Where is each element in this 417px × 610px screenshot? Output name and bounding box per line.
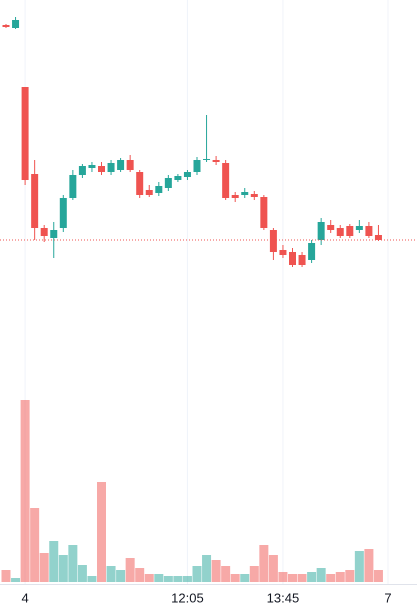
candle-body xyxy=(336,228,344,236)
candle-body xyxy=(222,163,230,198)
candle-body xyxy=(136,172,144,195)
volume-bar xyxy=(39,553,49,582)
candle-body xyxy=(98,166,105,172)
volume-bar xyxy=(163,576,173,582)
volume-bar xyxy=(278,572,288,582)
candle-body xyxy=(69,175,77,198)
candle-body xyxy=(374,235,382,240)
volume-bar xyxy=(230,574,240,582)
candle-body xyxy=(59,198,67,228)
candle-body xyxy=(308,243,316,260)
volume-bar xyxy=(106,566,116,582)
volume-bar xyxy=(87,576,97,582)
volume-bar xyxy=(68,545,78,582)
volume-bar xyxy=(1,570,11,582)
candle-body xyxy=(346,226,354,236)
volume-bar xyxy=(144,574,154,582)
volume-bar xyxy=(307,572,317,582)
volume-bar xyxy=(316,568,326,582)
volume-bar xyxy=(154,574,164,582)
candle-body xyxy=(203,159,211,160)
candle-body xyxy=(193,160,201,172)
volume-bar xyxy=(135,568,145,582)
volume-bar xyxy=(211,560,221,582)
volume-bar xyxy=(125,558,135,582)
candle-body xyxy=(40,228,48,236)
volume-bar xyxy=(192,566,202,582)
volume-bar xyxy=(77,565,87,582)
candle-body xyxy=(174,176,182,180)
candle-body xyxy=(107,163,115,172)
volume-bar xyxy=(58,555,68,582)
volume-bar xyxy=(354,551,364,582)
volume-bar xyxy=(259,545,269,582)
x-tick-label: 12:05 xyxy=(171,590,204,605)
volume-bar xyxy=(20,400,30,582)
candle-body xyxy=(126,160,134,170)
x-tick-label: 13:45 xyxy=(267,590,300,605)
candle-body xyxy=(365,226,373,236)
volume-bar xyxy=(364,549,374,582)
candle-body xyxy=(289,252,296,265)
candle-body xyxy=(88,165,96,168)
candle-body xyxy=(78,166,86,175)
volume-bar xyxy=(97,482,106,582)
candle-body xyxy=(269,230,277,252)
volume-bar xyxy=(240,574,250,582)
candle-body xyxy=(31,174,39,228)
candle-body xyxy=(355,226,363,230)
candle-body xyxy=(2,25,10,27)
candle-body xyxy=(231,195,239,198)
candle-body xyxy=(250,194,258,197)
candle-body xyxy=(241,192,249,195)
volume-bar xyxy=(288,574,297,582)
candle-body xyxy=(21,87,29,180)
candle-body xyxy=(298,255,306,265)
volume-bar xyxy=(202,555,212,582)
candle-body xyxy=(145,190,153,195)
candle-body xyxy=(317,222,325,240)
candle-body xyxy=(164,178,172,188)
candle-body xyxy=(279,250,287,255)
volume-bar xyxy=(373,570,383,582)
volume-bar xyxy=(268,555,278,582)
volume-bar xyxy=(249,566,259,582)
candle-body xyxy=(183,172,191,177)
volume-bar xyxy=(345,570,355,582)
candle-body xyxy=(50,230,58,238)
volume-bar xyxy=(30,508,40,582)
volume-bar xyxy=(297,574,307,582)
volume-bar xyxy=(335,572,345,582)
volume-bar xyxy=(182,576,192,582)
volume-bar xyxy=(116,570,126,582)
volume-bar xyxy=(11,578,21,582)
candle-body xyxy=(212,160,220,162)
candle-body xyxy=(327,225,335,230)
x-tick-label: 4 xyxy=(21,590,28,605)
candle-body xyxy=(117,160,125,170)
volume-bar xyxy=(49,541,59,582)
volume-bar xyxy=(173,576,183,582)
volume-bar xyxy=(326,574,336,582)
candle-body xyxy=(260,197,268,228)
candle-body xyxy=(12,20,20,28)
x-tick-label: 7 xyxy=(384,590,391,605)
volume-bar xyxy=(221,566,231,582)
candle-body xyxy=(155,186,163,193)
